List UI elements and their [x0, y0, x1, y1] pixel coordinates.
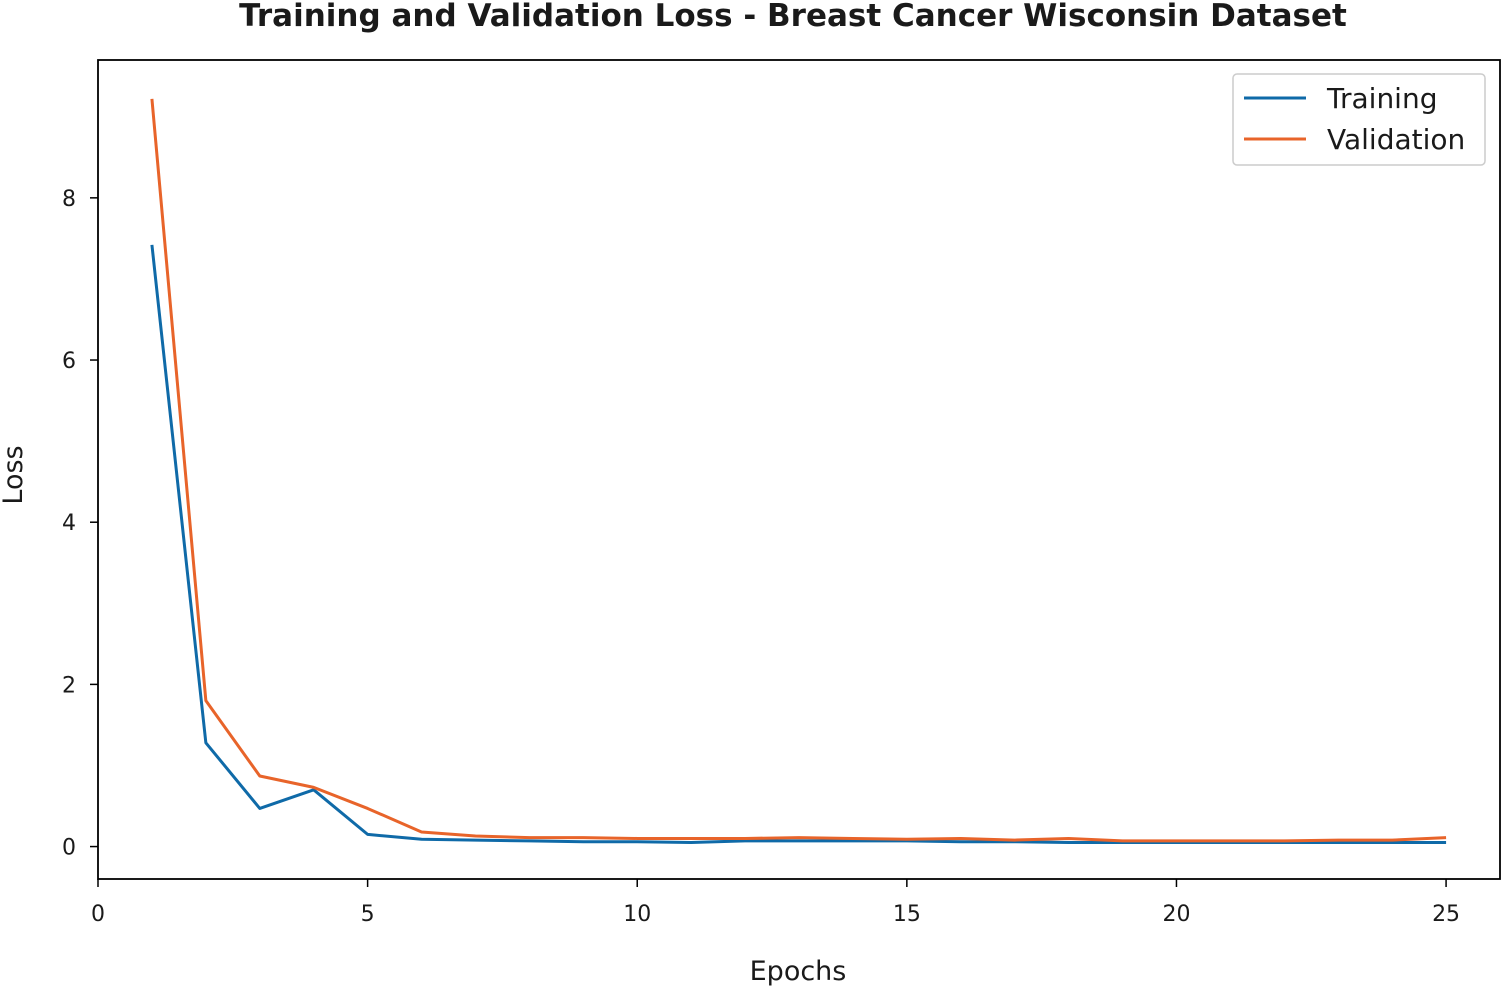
y-axis: 0 2 4 6 8	[62, 187, 98, 861]
x-tick-label: 15	[893, 902, 921, 927]
x-axis: 0 5 10 15 20 25	[91, 879, 1460, 927]
x-tick-label: 0	[91, 902, 105, 927]
x-axis-label: Epochs	[750, 956, 847, 987]
y-tick-label: 8	[62, 187, 76, 212]
y-tick-label: 0	[62, 836, 76, 861]
y-axis-label: Loss	[0, 445, 29, 504]
training-loss-line	[150, 244, 1447, 845]
legend: Training Validation	[1232, 73, 1486, 166]
x-tick-label: 5	[361, 902, 375, 927]
x-tick-label: 25	[1432, 902, 1460, 927]
x-tick-label: 10	[623, 902, 651, 927]
y-tick-label: 4	[62, 511, 76, 536]
legend-label-validation: Validation	[1327, 123, 1465, 156]
legend-label-training: Training	[1326, 82, 1437, 115]
series-lines	[150, 98, 1447, 845]
validation-loss-line	[150, 98, 1447, 843]
x-tick-label: 20	[1162, 902, 1190, 927]
chart-title: Training and Validation Loss - Breast Ca…	[239, 0, 1347, 34]
y-tick-label: 6	[62, 349, 76, 374]
plot-frame	[97, 59, 1501, 880]
y-tick-label: 2	[62, 673, 76, 698]
